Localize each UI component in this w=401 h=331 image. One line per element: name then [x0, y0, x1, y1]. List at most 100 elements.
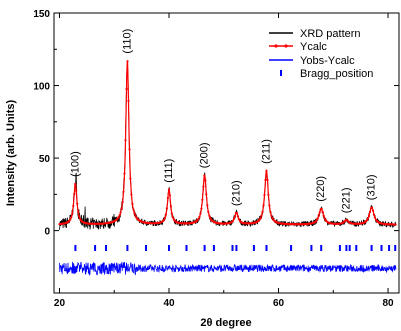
ycalc-marker: [124, 139, 127, 142]
ycalc-marker: [169, 205, 172, 208]
legend-label-diff: Yobs-Ycalc: [300, 55, 355, 67]
ycalc-marker: [130, 193, 133, 196]
ycalc-marker: [166, 196, 169, 200]
ycalc-marker: [233, 214, 236, 218]
ycalc-marker: [366, 217, 370, 220]
ycalc-marker: [271, 217, 274, 220]
ycalc-marker: [163, 216, 166, 219]
ycalc-marker: [71, 212, 74, 215]
ycalc-marker: [126, 60, 129, 63]
ycalc-marker: [77, 210, 80, 213]
ycalc-marker: [164, 213, 167, 216]
peak-labels: (100) (110) (111) (200) (210) (211) (220) (221)…: [69, 29, 377, 213]
ycalc-marker: [370, 206, 373, 209]
ycalc-marker: [73, 192, 76, 195]
ycalc-marker: [237, 218, 240, 221]
bragg-tick: [394, 245, 397, 251]
legend-swatch-bragg: [280, 70, 282, 76]
ycalc-marker: [123, 172, 126, 175]
ycalc-marker: [168, 194, 171, 197]
ycalc-marker: [315, 219, 318, 222]
ycalc-marker: [125, 87, 128, 91]
bragg-tick: [168, 245, 170, 251]
ycalc-marker: [202, 185, 205, 188]
bragg-tick: [94, 245, 97, 251]
ycalc-marker: [266, 178, 269, 182]
bragg-tick: [212, 245, 215, 251]
ycalc-marker: [236, 215, 239, 218]
ycalc-marker: [322, 214, 325, 217]
ycalc-marker: [316, 217, 319, 220]
peak-label: (100): [69, 151, 81, 177]
bragg-tick: [370, 245, 373, 251]
ycalc-marker: [265, 169, 268, 172]
ycalc-marker: [372, 213, 375, 216]
bragg-tick: [74, 245, 77, 251]
bragg-tick: [185, 245, 188, 251]
ycalc-marker: [208, 214, 211, 217]
bragg-tick: [320, 245, 323, 251]
axis-ticks: 20 40 60 80 0 50 100 150: [33, 9, 399, 309]
ycalc-marker: [199, 212, 202, 215]
ycalc-marker: [170, 212, 173, 215]
x-tick-label: 40: [163, 298, 175, 309]
ycalc-marker: [235, 212, 238, 215]
peak-label: (210): [230, 180, 242, 206]
ycalc-marker: [200, 207, 203, 210]
x-tick-label: 80: [382, 298, 394, 309]
bragg-tick: [235, 245, 238, 251]
peak-label: (200): [199, 143, 211, 169]
ycalc-marker: [204, 179, 207, 182]
ycalc-marker: [371, 209, 374, 212]
ycalc-marker: [76, 202, 79, 205]
ycalc-marker: [264, 178, 267, 181]
ycalc-marker: [207, 210, 210, 213]
y-tick-label: 100: [33, 82, 50, 93]
peak-label: (211): [261, 139, 273, 164]
x-tick-label: 60: [273, 298, 285, 309]
ycalc-marker: [69, 218, 72, 221]
ycalc-marker: [321, 210, 324, 214]
ycalc-marker: [231, 219, 235, 222]
ycalc-marker: [129, 177, 132, 180]
ycalc-marker: [203, 174, 206, 177]
ycalc-marker: [367, 214, 371, 217]
ycalc-marker: [262, 204, 265, 207]
y-tick-label: 150: [33, 9, 50, 20]
ycalc-marker: [75, 189, 78, 192]
bragg-tick: [265, 245, 268, 251]
y-tick-label: 50: [39, 154, 51, 165]
ycalc-marker: [128, 148, 131, 151]
ycalc-marker: [320, 207, 323, 211]
x-tick-label: 20: [54, 298, 66, 309]
ycalc-marker: [232, 217, 235, 220]
ycalc-marker: [118, 214, 121, 217]
ycalc-marker: [119, 211, 122, 214]
ycalc-marker: [167, 188, 170, 191]
ycalc-marker: [206, 204, 209, 207]
ycalc-marker: [318, 211, 321, 214]
series-layer: [58, 60, 397, 277]
ycalc-marker: [261, 210, 264, 213]
x-axis-title: 2θ degree: [200, 317, 251, 329]
ycalc-marker: [78, 215, 81, 218]
bragg-tick: [105, 245, 107, 251]
bragg-tick: [203, 245, 206, 251]
bragg-layer: [74, 245, 397, 251]
ycalc-marker: [117, 216, 120, 219]
ycalc-marker: [120, 207, 123, 210]
ycalc-marker: [122, 190, 125, 193]
ycalc-marker: [127, 99, 130, 103]
bragg-tick: [348, 245, 351, 251]
ycalc-marker: [268, 204, 271, 207]
bragg-tick: [126, 245, 129, 251]
ycalc-marker: [70, 216, 73, 219]
ycalc-marker: [162, 218, 166, 221]
bragg-tick: [345, 245, 348, 251]
ycalc-marker: [134, 214, 137, 217]
y-tick-label: 0: [44, 227, 50, 238]
ycalc-marker: [201, 198, 204, 201]
peak-label: (111): [163, 159, 175, 183]
legend: XRD pattern Ycalc Yobs-Ycalc Bragg_posit…: [269, 28, 373, 80]
bragg-tick: [310, 245, 313, 251]
